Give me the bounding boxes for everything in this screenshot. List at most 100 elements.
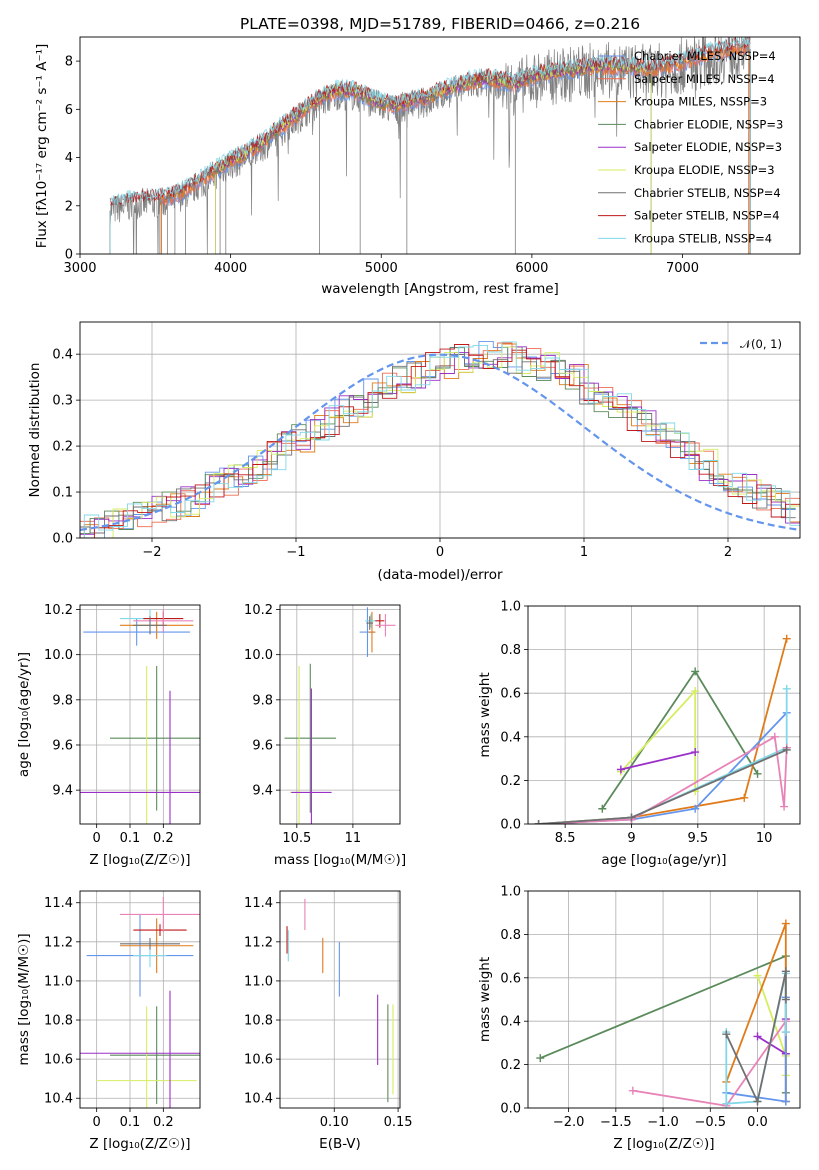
- weight-marker: [770, 732, 779, 741]
- y-tick-label: 9.6: [252, 738, 273, 753]
- y-tick-label: 0.2: [52, 440, 73, 455]
- massEbv-frame: [279, 890, 401, 1109]
- weight-marker: [691, 687, 700, 696]
- hist-legend: 𝒩(0, 1): [700, 337, 782, 351]
- errorbar-point: [120, 896, 200, 933]
- x-axis-label: mass [log₁₀(M/M☉)]: [274, 852, 406, 868]
- normal-distribution-curve: [80, 353, 800, 531]
- y-axis-label: mass [log₁₀(M/M☉)]: [16, 933, 32, 1065]
- x-tick-label: 1: [580, 545, 588, 560]
- weightAge-grid: [528, 605, 800, 825]
- weight-line: [601, 669, 759, 810]
- errorbar-point: [284, 663, 337, 813]
- y-axis-label: Flux [fλ10⁻¹⁷ erg cm⁻² s⁻¹ A⁻¹]: [34, 44, 50, 249]
- residual-histogram-salpeter-stelib: [80, 344, 800, 538]
- residual-histogram-salpeter-elodie: [80, 346, 800, 538]
- y-tick-label: 0.0: [500, 818, 521, 833]
- weight-line: [632, 1018, 787, 1107]
- x-tick-label: 3000: [63, 261, 96, 276]
- weight-marker: [616, 765, 625, 774]
- weightZ-frame: [527, 890, 801, 1109]
- errorbar-point: [366, 616, 374, 630]
- y-axis-label: mass weight: [477, 672, 493, 757]
- y-tick-label: 1.0: [500, 600, 521, 615]
- x-tick-label: 7000: [666, 261, 699, 276]
- weight-marker: [782, 684, 791, 693]
- x-tick-label: 0.1: [120, 1115, 141, 1130]
- y-tick-label: 0.0: [52, 532, 73, 547]
- x-tick-label: 0.2: [153, 1115, 174, 1130]
- errorbar-point: [368, 611, 376, 653]
- weight-marker: [781, 967, 790, 976]
- weight-marker: [753, 769, 762, 778]
- errorbar-point: [133, 609, 194, 633]
- weight-series-chabrier-stelib: [722, 967, 790, 1106]
- x-tick-label: −0.5: [694, 1115, 726, 1130]
- weight-marker: [753, 1097, 762, 1106]
- weight-series-kroupa-stelib: [534, 684, 791, 824]
- weightZ-axes: −2.0 −1.5 −1.0 −0.5 0.0 0.0 0.2 0.4 0.6 0.8 1.0 Z […: [477, 885, 801, 1152]
- y-tick-label: 0.4: [52, 348, 73, 363]
- x-axis-label: Z [log₁₀(Z/Z☉)]: [613, 1136, 714, 1152]
- spectrum-axes: 3000 4000 5000 6000 7000 0 2 4 6 8 Chabrier MILES,…: [34, 36, 801, 297]
- weight-line: [725, 971, 787, 1105]
- y-tick-label: 10.0: [244, 648, 273, 663]
- massZ-axes: 0 0.1 0.2 10.4 10.6 10.8 11.0 11.2 11.4 Z [log₁₀(…: [16, 890, 201, 1152]
- weight-marker: [722, 1030, 731, 1039]
- y-tick-label: 6: [65, 103, 73, 118]
- ageMass-plot-area: [284, 607, 396, 824]
- weight-marker: [781, 1028, 790, 1037]
- y-tick-label: 9.8: [52, 693, 73, 708]
- weightAge-plot-area: [534, 634, 791, 824]
- weightAge-frame: [527, 605, 801, 825]
- legend-label: Salpeter ELODIE, NSSP=3: [634, 140, 782, 154]
- x-axis-label: E(B-V): [319, 1136, 361, 1152]
- errorbar-point: [80, 690, 200, 824]
- spectrum-frame: [79, 36, 801, 255]
- weight-marker: [598, 804, 607, 813]
- weight-marker: [740, 793, 749, 802]
- y-tick-label: 9.6: [52, 738, 73, 753]
- errorbar-point: [83, 618, 190, 646]
- x-tick-label: 10.5: [282, 831, 311, 846]
- weightZ-plot-area: [536, 919, 790, 1108]
- massZ-frame: [79, 890, 201, 1109]
- plot-layer: 3000 4000 5000 6000 7000 0 2 4 6 8 Chabrier MILES,…: [16, 36, 801, 1152]
- weight-marker: [627, 813, 636, 822]
- x-tick-label: 0.1: [120, 831, 141, 846]
- y-tick-label: 0.6: [500, 971, 521, 986]
- legend-label: Chabrier STELIB, NSSP=4: [634, 186, 781, 200]
- y-tick-label: 11.2: [44, 935, 73, 950]
- x-tick-label: 0.2: [153, 831, 174, 846]
- y-tick-label: 0.4: [500, 1015, 521, 1030]
- weight-series-chabrier-elodie: [598, 667, 762, 813]
- y-tick-label: 0.1: [52, 486, 73, 501]
- legend-label: Chabrier ELODIE, NSSP=3: [634, 117, 783, 131]
- legend-label: Salpeter MILES, NSSP=4: [634, 72, 775, 86]
- y-tick-label: 11.0: [44, 974, 73, 989]
- x-tick-label: 9: [627, 831, 635, 846]
- weight-series-kroupa-elodie: [616, 687, 700, 796]
- massZ-plot-area: [80, 896, 200, 1108]
- x-axis-label: Z [log₁₀(Z/Z☉)]: [89, 852, 190, 868]
- errorbar-point: [133, 924, 187, 936]
- y-tick-label: 9.4: [252, 784, 273, 799]
- x-tick-label: −2.0: [553, 1115, 585, 1130]
- weight-marker: [781, 919, 790, 928]
- errorbar-point: [120, 918, 194, 974]
- y-tick-label: 0.8: [500, 928, 521, 943]
- errorbar-point: [96, 1006, 197, 1108]
- weight-marker: [753, 971, 762, 980]
- legend-label: Chabrier MILES, NSSP=4: [634, 49, 776, 63]
- x-tick-label: 10: [756, 831, 773, 846]
- weight-line: [725, 973, 787, 1105]
- weight-line: [620, 688, 697, 792]
- x-tick-label: 0.10: [320, 1115, 349, 1130]
- massEbv-axes: 0.10 0.15 10.4 10.6 10.8 11.0 11.2 11.4 E(B-V): [244, 890, 413, 1152]
- y-tick-label: 0.8: [500, 643, 521, 658]
- x-tick-label: 6000: [515, 261, 548, 276]
- weight-marker: [753, 1032, 762, 1041]
- x-tick-label: 0: [93, 831, 101, 846]
- y-tick-label: 0.2: [500, 774, 521, 789]
